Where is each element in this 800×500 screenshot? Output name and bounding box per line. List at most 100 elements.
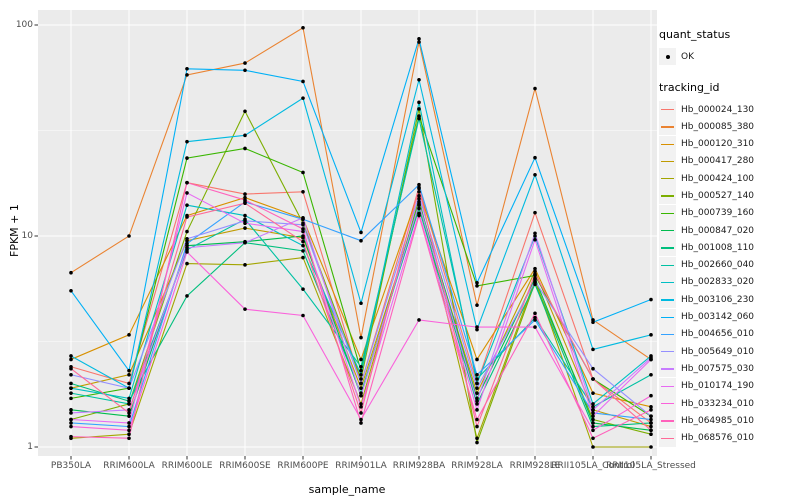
data-point	[185, 139, 189, 144]
x-axis-title: sample_name	[308, 483, 386, 496]
data-point	[417, 77, 421, 82]
data-point	[649, 432, 653, 436]
legend-item-Hb_007575_030: Hb_007575_030	[659, 360, 799, 378]
legend-item-Hb_000024_130: Hb_000024_130	[659, 101, 799, 118]
x-tick-label: RRIM600LE	[161, 461, 213, 471]
legend-item-label: Hb_033234_010	[681, 398, 755, 409]
legend-line-swatch	[661, 264, 674, 266]
data-point	[243, 61, 247, 65]
legend-item-label: Hb_002660_040	[681, 260, 755, 271]
legend-item-label: Hb_004656_010	[681, 329, 755, 340]
data-point	[301, 249, 305, 253]
data-point	[475, 402, 479, 406]
data-point	[417, 116, 421, 121]
data-point	[649, 393, 653, 398]
legend-line-swatch	[661, 195, 674, 197]
data-point	[417, 197, 421, 201]
data-point	[417, 202, 421, 206]
data-point	[475, 325, 479, 329]
legend-title-quant-status: quant_status	[659, 28, 731, 41]
legend-key-box	[659, 256, 676, 274]
data-point	[301, 229, 305, 234]
legend-key-box	[659, 273, 676, 291]
data-point	[69, 417, 73, 422]
data-point	[359, 372, 363, 377]
data-point	[359, 238, 363, 243]
y-axis-title: FPKM + 1	[8, 204, 21, 257]
data-point	[475, 386, 479, 390]
data-point	[649, 421, 653, 425]
data-point	[359, 381, 363, 386]
y-tick-label: 1	[27, 442, 33, 452]
data-point	[533, 318, 537, 322]
legend-item-Hb_002660_040: Hb_002660_040	[659, 256, 799, 274]
legend-item-Hb_000847_020: Hb_000847_020	[659, 222, 799, 240]
data-point	[591, 320, 595, 325]
data-point	[127, 432, 131, 436]
legend-item-ok: OK	[659, 48, 799, 65]
legend-key-box	[659, 222, 676, 240]
legend-item-label: Hb_005649_010	[681, 346, 755, 357]
data-point	[359, 368, 363, 373]
data-point	[475, 284, 479, 288]
data-point	[417, 114, 421, 118]
legend-item-label: Hb_068576_010	[681, 433, 755, 444]
data-point	[69, 381, 73, 386]
legend-line-swatch	[661, 178, 674, 180]
data-point	[591, 391, 595, 395]
data-point	[359, 301, 363, 306]
data-point	[591, 402, 595, 406]
data-point	[185, 156, 189, 160]
legend-line-swatch	[661, 316, 674, 318]
data-point	[649, 357, 653, 362]
legend-item-label: Hb_007575_030	[681, 363, 755, 374]
data-point	[359, 417, 363, 422]
legend-key-box	[659, 412, 676, 430]
data-point	[185, 261, 189, 266]
data-point	[127, 396, 131, 401]
legend-item-Hb_004656_010: Hb_004656_010	[659, 325, 799, 343]
legend-line-swatch	[661, 247, 674, 249]
data-point	[243, 221, 247, 225]
data-point	[591, 414, 595, 418]
legend-item-Hb_003142_060: Hb_003142_060	[659, 308, 799, 326]
y-tick-label: 10	[21, 231, 33, 241]
data-point	[243, 263, 247, 267]
data-point	[475, 417, 479, 422]
data-point	[69, 421, 73, 425]
x-tick-label: PB350LA	[50, 461, 92, 471]
data-point	[649, 408, 653, 412]
data-point	[533, 279, 537, 284]
legend-line-swatch	[661, 351, 674, 353]
data-point	[127, 411, 131, 415]
data-point	[533, 266, 537, 271]
data-point	[475, 391, 479, 395]
data-point	[417, 194, 421, 198]
legend-key-box	[659, 360, 676, 378]
legend-item-Hb_001008_110: Hb_001008_110	[659, 239, 799, 257]
data-point	[301, 234, 305, 238]
data-point	[417, 182, 421, 187]
data-point	[533, 282, 537, 287]
data-point	[417, 189, 421, 194]
data-point	[185, 191, 189, 195]
data-point	[301, 313, 305, 318]
legend-item-Hb_000120_310: Hb_000120_310	[659, 135, 799, 153]
data-point	[533, 173, 537, 177]
data-point	[243, 133, 247, 138]
legend-key-box	[659, 308, 676, 326]
data-point	[127, 372, 131, 377]
data-point	[301, 215, 305, 220]
data-point	[591, 417, 595, 422]
data-point	[649, 297, 653, 302]
legend-line-swatch	[661, 385, 674, 388]
data-point	[591, 436, 595, 441]
data-point	[475, 436, 479, 441]
data-point	[301, 189, 305, 194]
data-point	[417, 100, 421, 105]
data-point	[649, 414, 653, 418]
legend-key-box	[659, 377, 676, 395]
data-point	[591, 424, 595, 429]
data-point	[69, 354, 73, 358]
